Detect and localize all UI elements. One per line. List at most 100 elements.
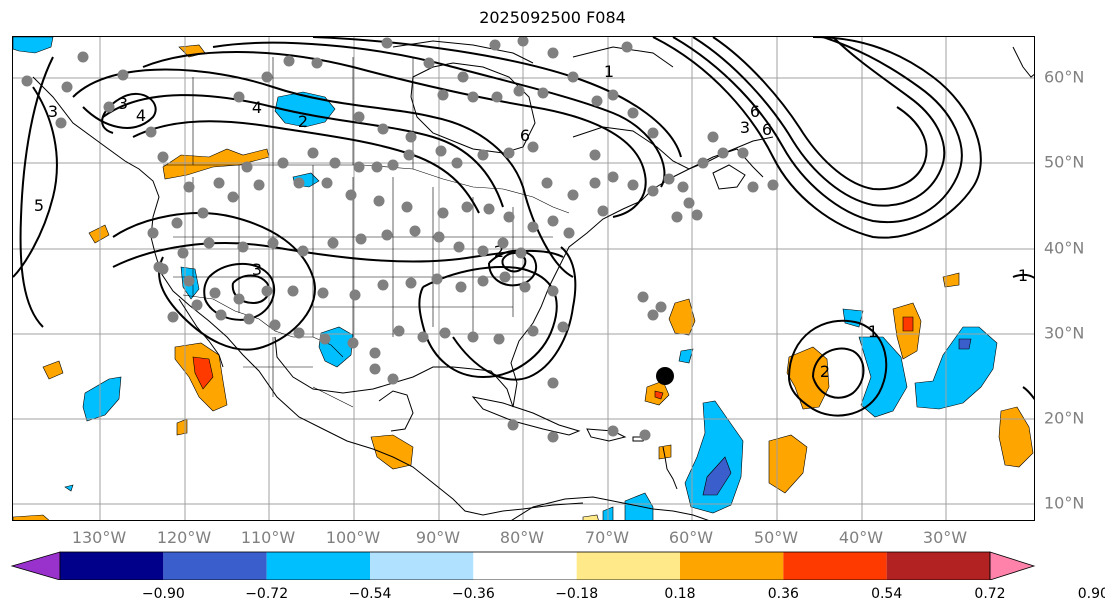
station-dot: [237, 241, 249, 253]
contour-label: 3: [740, 118, 750, 137]
station-dot: [461, 201, 473, 213]
station-dot: [373, 195, 385, 207]
latitude-label: 40°N: [1044, 238, 1085, 258]
contour-line: [672, 37, 963, 224]
negative-anomaly-area: [684, 400, 744, 514]
station-dot: [607, 425, 619, 437]
station-dot: [683, 197, 695, 209]
latitude-label: 30°N: [1044, 323, 1085, 343]
station-dot: [277, 157, 289, 169]
colorbar-tick-label: 0.54: [871, 586, 903, 602]
station-dot: [483, 203, 495, 215]
station-dot: [541, 177, 553, 189]
station-dot: [457, 71, 469, 83]
station-dot: [21, 75, 33, 87]
colorbar-tick-label: −0.72: [245, 586, 289, 602]
station-dot: [477, 245, 489, 257]
positive-anomaly-area: [668, 298, 696, 336]
positive-anomaly-area: [942, 272, 960, 288]
station-dot: [317, 287, 329, 299]
map-title: 2025092500 F084: [479, 8, 626, 27]
station-dot: [677, 181, 689, 193]
positive-anomaly-area: [370, 434, 414, 470]
station-dot: [287, 285, 299, 297]
mexico-states: [243, 337, 354, 408]
station-dot: [597, 205, 609, 217]
station-dot: [171, 217, 183, 229]
station-dot: [377, 279, 389, 291]
cuba: [471, 396, 581, 436]
station-dot: [439, 327, 451, 339]
colorbar-tick-label: 0.36: [767, 586, 799, 602]
longitude-label: 100°W: [325, 528, 381, 547]
station-dot: [401, 201, 413, 213]
station-dot: [353, 161, 365, 173]
station-dot: [547, 377, 559, 389]
latitude-label: 50°N: [1044, 152, 1085, 172]
station-dot: [637, 291, 649, 303]
station-dot: [567, 71, 579, 83]
latitude-label: 20°N: [1044, 408, 1085, 428]
positive-anomaly-area: [658, 444, 672, 460]
colorbar-box: [886, 552, 990, 580]
colorbar-tick-label: −0.54: [348, 586, 392, 602]
station-dot: [387, 373, 399, 385]
station-dot: [157, 151, 169, 163]
station-dot: [311, 57, 323, 69]
station-dot: [477, 275, 489, 287]
contour-label: 6: [762, 120, 772, 139]
station-dot: [209, 287, 221, 299]
station-dot: [307, 147, 319, 159]
station-dot: [283, 55, 295, 67]
colorbar-tick-label: −0.18: [555, 586, 599, 602]
station-dot: [647, 185, 659, 197]
contour-label: 1: [604, 62, 614, 81]
longitude-label: 40°W: [838, 528, 884, 547]
colorbar-box: [680, 552, 784, 580]
contour-line: [1012, 273, 1034, 279]
station-dot: [269, 319, 281, 331]
station-dot: [547, 215, 559, 227]
station-dot: [417, 331, 429, 343]
station-dot: [329, 157, 341, 169]
station-dot: [55, 117, 67, 129]
latitude-label: 10°N: [1044, 493, 1085, 513]
station-dot: [177, 247, 189, 259]
station-dot: [691, 209, 703, 221]
station-dot: [349, 289, 361, 301]
negative-anomaly-area: [64, 484, 74, 492]
station-markers: [21, 37, 779, 443]
contour-line: [788, 319, 888, 417]
map-panel: 2 3 4 4 5 6 6 1 1 1 2 3 2 3 6 3: [12, 36, 1035, 521]
contour-label: 2: [820, 362, 830, 381]
station-dot: [297, 245, 309, 257]
colorbar-box: [783, 552, 887, 580]
station-dot: [243, 313, 255, 325]
station-dot: [381, 229, 393, 241]
station-dot: [203, 237, 215, 249]
station-dot: [515, 247, 527, 259]
colorbar-box: [473, 552, 577, 580]
station-dot: [747, 181, 759, 193]
hispaniola: [586, 428, 627, 442]
negative-anomaly-area: [274, 91, 336, 128]
station-dot: [527, 141, 539, 153]
north-america-west-coast: [32, 76, 584, 516]
station-dot: [319, 333, 331, 345]
contour-line: [132, 120, 480, 214]
colorbar-outline: [59, 551, 991, 580]
station-dot: [707, 131, 719, 143]
station-dot: [293, 327, 305, 339]
station-dot: [563, 227, 575, 239]
station-dot: [493, 333, 505, 345]
station-dot: [261, 285, 273, 297]
station-dot: [369, 363, 381, 375]
contour-label-group: 2 3 4 4 5 6 6 1 1 1 2 3 2 3 6 3: [34, 62, 1028, 381]
negative-anomaly-area: [13, 37, 54, 54]
station-dot: [261, 71, 273, 83]
station-dot: [477, 149, 489, 161]
contour-label: 4: [136, 106, 146, 125]
negative-anomaly-area: [82, 376, 122, 422]
colorbar-tick-label: −0.36: [451, 586, 495, 602]
station-dot: [147, 227, 159, 239]
